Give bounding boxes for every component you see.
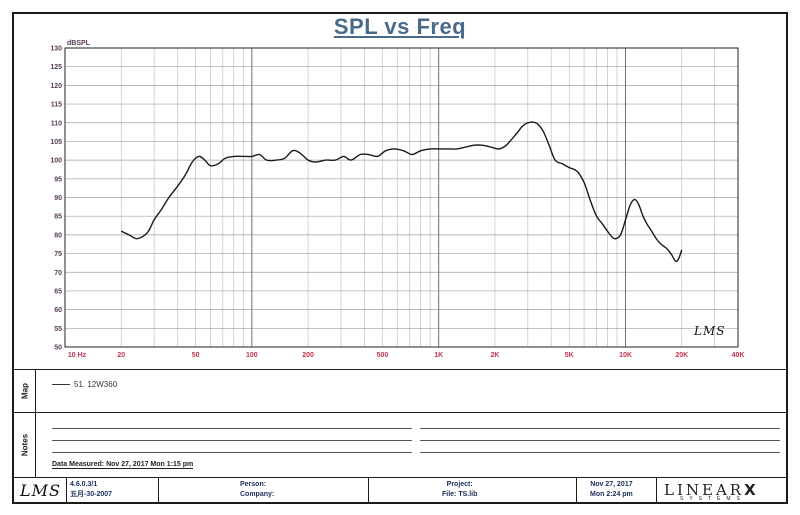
project-label: Project: (446, 481, 473, 488)
y-tick-label: 110 (51, 120, 62, 127)
x-tick-label: 40K (732, 352, 745, 359)
x-tick-label: 20K (675, 352, 688, 359)
footer-project: Project: File: TS.lib (442, 480, 477, 502)
grid-minor (65, 47, 739, 348)
y-tick-label: 50 (54, 345, 62, 352)
brand-main: LINEAR (664, 481, 745, 499)
chart-title: SPL vs Freq (333, 14, 467, 39)
outer-frame (12, 12, 788, 504)
divider-map (12, 369, 788, 370)
person-label: Person: (240, 481, 267, 488)
version-date: 五月-30-2007 (70, 491, 113, 498)
footer-divider (158, 478, 159, 504)
y-tick-label: 130 (50, 46, 62, 53)
x-tick-label: 10K (619, 352, 632, 359)
note-line (420, 452, 780, 453)
y-tick-label: 90 (54, 195, 62, 202)
company-label: Company: (240, 491, 275, 498)
x-tick-label: 2K (490, 352, 499, 359)
y-tick-label: 95 (54, 176, 62, 183)
y-tick-label: 75 (54, 251, 62, 258)
data-measured: Data Measured: Nov 27, 2017 Mon 1:15 pm (52, 461, 194, 469)
y-tick-label: 60 (54, 307, 62, 314)
note-line (52, 428, 412, 429)
y-axis-label: dBSPL (67, 40, 91, 47)
notes-label: Notes (20, 433, 29, 457)
y-tick-label: 70 (54, 270, 62, 277)
x-tick-label: 20 (117, 352, 125, 359)
y-tick-label: 65 (54, 288, 62, 295)
x-tick-label: 500 (377, 352, 389, 359)
y-tick-label: 100 (50, 158, 62, 165)
y-tick-label: 80 (54, 232, 62, 239)
brand-subtitle: SYSTEMS (680, 496, 746, 502)
x-tick-label: 1K (434, 352, 443, 359)
divider-footer (12, 477, 788, 478)
lms-watermark: LMS (694, 324, 726, 338)
note-line (52, 440, 412, 441)
footer-date: Nov 27, 2017 Mon 2:24 pm (590, 480, 633, 502)
y-tick-label: 55 (54, 326, 62, 333)
lms-logo: LMS (20, 481, 61, 500)
plot-border (64, 47, 739, 348)
x-tick-label: 100 (246, 352, 258, 359)
note-line (420, 428, 780, 429)
legend-swatch (52, 384, 70, 385)
x-tick-label: 50 (192, 352, 200, 359)
brand-x: X (744, 481, 759, 499)
footer-divider (656, 478, 657, 504)
y-tick-label: 115 (51, 102, 62, 109)
y-tick-label: 120 (50, 83, 62, 90)
y-tick-label: 105 (50, 139, 62, 146)
legend: 51. 12W360 (52, 380, 117, 389)
x-tick-label: 5K (565, 352, 574, 359)
series-group (120, 121, 683, 263)
footer-divider (66, 478, 67, 504)
note-line (52, 452, 412, 453)
version-number: 4.6.0.3/1 (70, 481, 98, 488)
footer-divider (368, 478, 369, 504)
footer-divider (576, 478, 577, 504)
map-label-cell: Map (14, 370, 36, 412)
y-tick-label: 125 (50, 64, 62, 71)
x-tick-label: 10 Hz (68, 352, 87, 359)
footer-person: Person: Company: (240, 480, 274, 502)
footer-version: 4.6.0.3/1 五月-30-2007 (70, 480, 112, 502)
notes-label-cell: Notes (14, 413, 36, 477)
linearx-logo: LINEARX (664, 481, 759, 499)
x-tick-label: 200 (302, 352, 314, 359)
x-tick-labels: 10 Hz 20 50 100 200 500 1K 2K 5K 10K 20K 40K (68, 352, 745, 359)
divider-notes (12, 412, 788, 413)
date-value: Nov 27, 2017 (590, 481, 633, 488)
time-value: Mon 2:24 pm (590, 491, 633, 498)
note-line (420, 440, 780, 441)
y-tick-labels: 50 55 60 65 70 75 80 85 90 95 100 105 110 115 120 125 13… (50, 46, 62, 352)
y-tick-label: 85 (54, 214, 62, 221)
map-label: Map (20, 383, 29, 399)
spl-chart: 50 55 60 65 70 75 80 85 90 95 100 105 110 115 120 125 13… (50, 40, 745, 359)
file-label: File: TS.lib (442, 491, 478, 498)
legend-entry: 51. 12W360 (74, 380, 118, 389)
series-line (120, 121, 683, 263)
